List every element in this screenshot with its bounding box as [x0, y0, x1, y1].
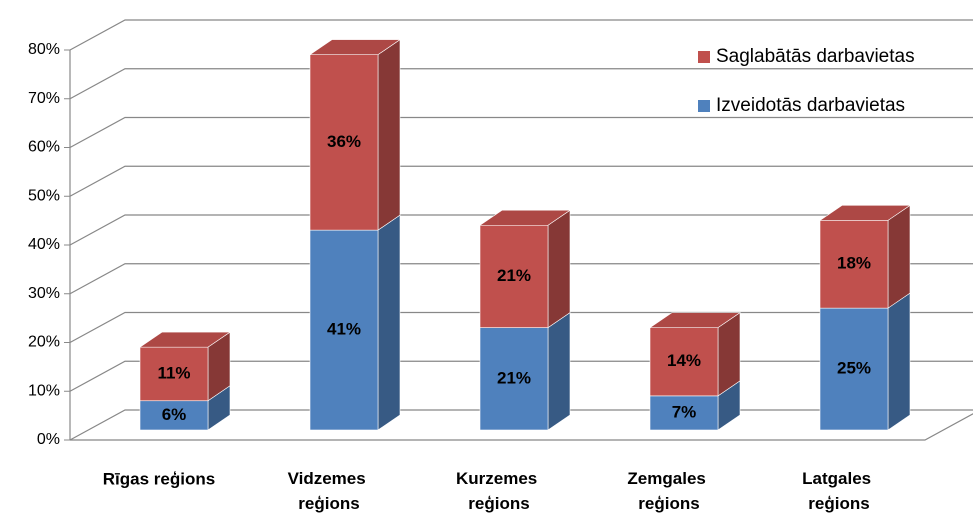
bar-side [887, 292, 911, 431]
floor-edge [70, 413, 973, 441]
value-label: 21% [497, 266, 531, 285]
bar [309, 54, 379, 231]
value-label: 21% [497, 368, 531, 387]
bar-top [649, 312, 741, 328]
value-label: 36% [327, 132, 361, 151]
grid-line [69, 263, 973, 295]
bar-top [819, 205, 911, 221]
grid-line [69, 214, 973, 246]
value-label: 7% [672, 402, 697, 421]
x-tick-label: Latgales reģions [802, 469, 876, 513]
value-label: 14% [667, 351, 701, 370]
y-tick-label: 80% [28, 41, 60, 58]
bar [139, 400, 209, 431]
grid-line [69, 68, 973, 100]
bar-top [309, 39, 401, 55]
value-label: 6% [162, 405, 187, 424]
value-label: 25% [837, 359, 871, 378]
bar [819, 307, 889, 431]
legend-swatch [698, 100, 710, 112]
grid-line [69, 19, 973, 51]
x-tick-label: Vidzemes reģions [288, 469, 371, 513]
y-tick-label: 30% [28, 285, 60, 302]
legend-label: Saglabātās darbavietas [716, 46, 915, 67]
y-tick-label: 60% [28, 139, 60, 156]
bar [819, 220, 889, 309]
bar-top [139, 331, 231, 348]
bar [649, 395, 719, 431]
grid-line [69, 165, 973, 197]
bar-side [547, 312, 571, 431]
y-tick-label: 20% [28, 334, 60, 351]
bar-side [547, 209, 571, 329]
bar-side [377, 39, 401, 231]
legend-label: Izveidotās darbavietas [716, 95, 905, 116]
value-label: 41% [327, 320, 361, 339]
x-tick-label: Kurzemes reģions [456, 469, 542, 513]
y-tick-label: 40% [28, 236, 60, 253]
bar [479, 224, 549, 328]
bar-side [377, 214, 401, 431]
y-tick-label: 70% [28, 90, 60, 107]
legend-swatch [698, 51, 710, 63]
bar [139, 346, 209, 402]
grid-line [69, 116, 973, 149]
x-tick-label: Rīgas reģions [103, 469, 215, 488]
y-tick-label: 10% [28, 382, 60, 399]
y-tick-label: 0% [37, 431, 60, 448]
x-tick-label: Zemgales reģions [627, 469, 710, 513]
value-label: 11% [157, 363, 190, 382]
value-label: 18% [837, 254, 871, 273]
y-tick-label: 50% [28, 187, 60, 204]
bar-side [887, 204, 911, 309]
bar-top [479, 209, 571, 226]
bar [479, 327, 549, 431]
